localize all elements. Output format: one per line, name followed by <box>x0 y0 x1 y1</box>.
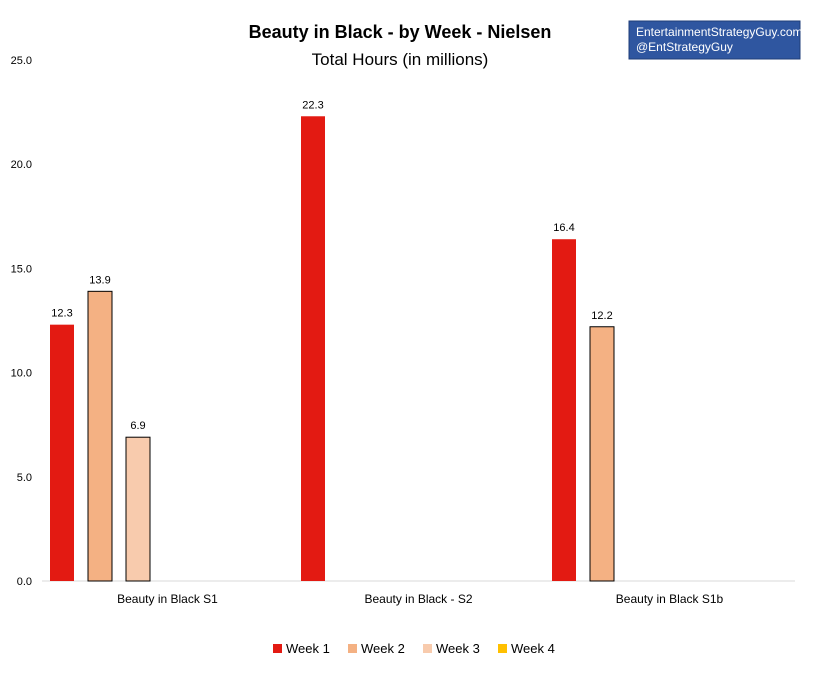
legend-swatch <box>348 644 357 653</box>
bar-week-2 <box>87 290 113 582</box>
branding-line2: @EntStrategyGuy <box>636 40 733 54</box>
y-tick-label: 15.0 <box>11 263 32 275</box>
branding-box: EntertainmentStrategyGuy.com @EntStrateg… <box>628 20 803 60</box>
y-tick-label: 0.0 <box>17 576 32 588</box>
legend-label: Week 2 <box>361 641 405 656</box>
y-tick-label: 25.0 <box>11 55 32 67</box>
legend-swatch <box>273 644 282 653</box>
bar-week-1 <box>50 324 74 581</box>
branding-line1: EntertainmentStrategyGuy.com <box>636 25 803 39</box>
y-tick-label: 10.0 <box>11 368 32 380</box>
legend-label: Week 3 <box>436 641 480 656</box>
chart-title: Beauty in Black - by Week - Nielsen <box>249 22 552 42</box>
data-label: 22.3 <box>302 99 323 111</box>
data-label: 12.3 <box>51 308 72 320</box>
chart-subtitle: Total Hours (in millions) <box>312 50 489 69</box>
bar-week-1 <box>552 239 576 581</box>
y-tick-label: 5.0 <box>17 472 32 484</box>
y-tick-label: 20.0 <box>11 159 32 171</box>
x-category-label: Beauty in Black S1b <box>616 592 724 606</box>
bar-week-3 <box>125 436 151 582</box>
x-category-label: Beauty in Black - S2 <box>364 592 472 606</box>
data-label: 12.2 <box>591 310 612 322</box>
bar-week-2 <box>589 326 615 582</box>
legend: Week 1 Week 2 Week 3 Week 4 <box>273 641 555 656</box>
x-category-label: Beauty in Black S1 <box>117 592 218 606</box>
y-axis: 0.0 5.0 10.0 15.0 20.0 25.0 <box>11 55 32 588</box>
data-label: 13.9 <box>89 274 110 286</box>
legend-swatch <box>498 644 507 653</box>
legend-swatch <box>423 644 432 653</box>
bar-week-1 <box>301 116 325 581</box>
data-label: 6.9 <box>130 420 145 432</box>
bars-group: 12.3 13.9 6.9 22.3 16.4 12.2 <box>50 99 615 582</box>
legend-label: Week 4 <box>511 641 555 656</box>
data-label: 16.4 <box>553 222 574 234</box>
legend-label: Week 1 <box>286 641 330 656</box>
x-axis-categories: Beauty in Black S1 Beauty in Black - S2 Be… <box>117 592 723 606</box>
